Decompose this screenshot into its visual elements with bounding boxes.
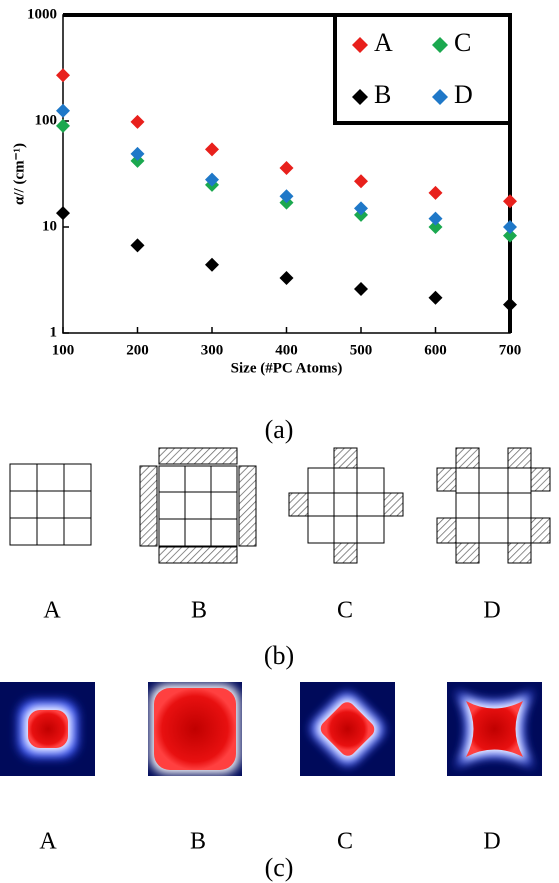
point	[354, 174, 368, 189]
legend-marker	[352, 89, 368, 105]
label: A	[43, 598, 61, 624]
x-tick-label: 700	[499, 342, 522, 358]
legend-label: C	[454, 28, 471, 57]
legend-box	[333, 13, 512, 125]
point	[354, 282, 368, 297]
point	[354, 201, 368, 216]
chart: 1 10 100 1000 100 200 300 400 500 600 700 Size (#PC…	[11, 6, 521, 376]
caption: (a)	[265, 415, 294, 444]
point	[130, 238, 145, 253]
x-tick-label: 200	[126, 342, 149, 358]
diagram-d	[436, 447, 551, 564]
y-axis-label: α// (cm⁻¹)	[11, 143, 27, 205]
y-tick-label: 1000	[27, 6, 57, 22]
point	[428, 290, 443, 305]
point	[503, 194, 517, 209]
diagram-a	[9, 463, 92, 546]
x-tick-label: 300	[201, 342, 224, 358]
point	[130, 114, 145, 129]
point	[130, 146, 145, 161]
heatmap-c	[300, 682, 395, 776]
legend-label: A	[374, 28, 393, 57]
label: C	[337, 829, 353, 855]
point	[279, 161, 294, 176]
point	[205, 142, 219, 157]
x-tick-label: 600	[424, 342, 447, 358]
point	[56, 103, 70, 118]
y-tick-label: 10	[42, 218, 57, 234]
x-axis-label: Size (#PC Atoms)	[231, 360, 343, 376]
label: B	[191, 598, 207, 624]
x-tick-label: 100	[52, 342, 75, 358]
heatmap-b	[148, 682, 242, 776]
point	[428, 220, 443, 234]
x-tick-label: 500	[350, 342, 373, 358]
label: B	[190, 829, 206, 855]
point	[56, 68, 70, 83]
diagram-b	[139, 447, 257, 564]
diagram-c	[288, 447, 404, 564]
point	[205, 172, 219, 187]
point	[428, 185, 443, 200]
point	[205, 257, 219, 272]
label: D	[483, 598, 500, 624]
legend-marker	[432, 37, 448, 53]
y-tick-label: 1	[50, 324, 58, 340]
point	[56, 206, 70, 221]
y-tick-label: 100	[35, 112, 58, 128]
heatmap-a	[0, 682, 95, 776]
point	[503, 220, 517, 234]
x-tick-label: 400	[275, 342, 298, 358]
legend-label: D	[454, 80, 473, 109]
legend-label: B	[374, 80, 391, 109]
caption: (b)	[264, 641, 294, 670]
legend-marker	[432, 89, 448, 105]
point	[279, 189, 294, 204]
label: D	[483, 829, 500, 855]
label: C	[337, 598, 353, 624]
label: A	[39, 829, 57, 855]
point	[279, 271, 294, 286]
heatmap-d	[447, 682, 542, 776]
point	[56, 118, 70, 133]
point	[503, 297, 517, 312]
point	[130, 153, 145, 168]
point	[428, 211, 443, 226]
caption: (c)	[265, 853, 294, 882]
legend-marker	[352, 37, 368, 53]
point	[503, 228, 517, 243]
